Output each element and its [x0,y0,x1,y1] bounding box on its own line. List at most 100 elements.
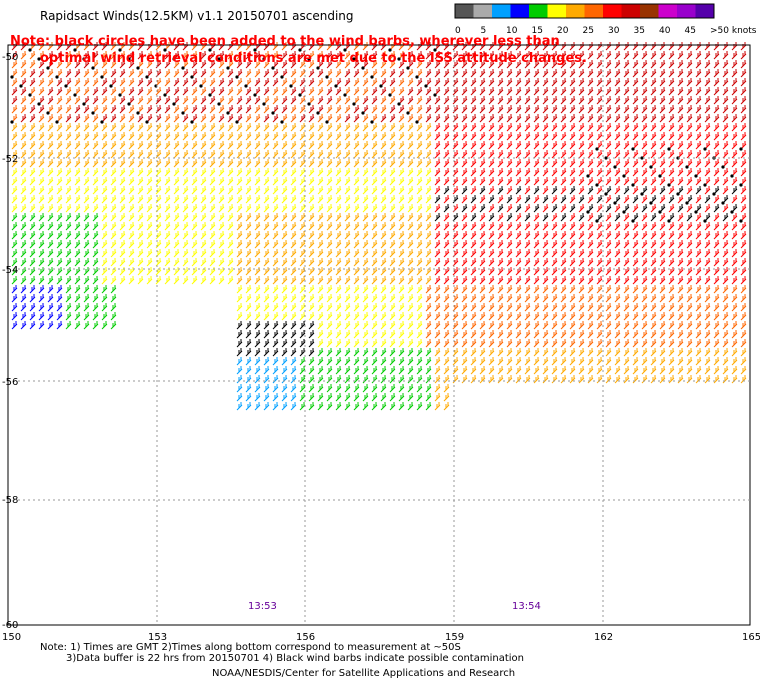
wind-barb [227,87,234,96]
wind-barb [353,168,360,177]
wind-barb [434,141,441,150]
wind-barb [344,375,351,384]
wind-barb [641,87,648,96]
wind-barb [317,240,324,249]
wind-barb [353,186,360,195]
wind-barb [641,222,648,231]
wind-barb [632,330,639,339]
wind-barb [434,195,441,204]
wind-barb [659,339,666,348]
wind-barb [119,78,126,87]
wind-barb [191,150,198,159]
wind-barb [506,312,513,321]
wind-barb [434,357,441,366]
wind-barb [704,312,711,321]
wind-barb [20,60,27,69]
wind-barb [407,357,414,366]
wind-barb [119,159,126,168]
wind-barb [434,105,441,114]
wind-barb [335,114,342,123]
wind-barb [488,168,495,177]
wind-barb [461,78,468,87]
wind-barb [407,249,414,258]
wind-barb [542,87,549,96]
wind-barb [614,105,621,114]
wind-barb [704,51,711,60]
wind-barb [605,249,612,258]
wind-barb [515,204,522,213]
wind-barb [47,294,54,303]
wind-barb [623,222,630,231]
legend-label: 30 [608,26,620,36]
wind-barb [470,222,477,231]
wind-barb [38,159,45,168]
wind-barb [56,60,63,69]
wind-barb [587,123,594,132]
wind-barb [425,303,432,312]
wind-barb [74,267,81,276]
wind-barb [614,87,621,96]
wind-barb [677,258,684,267]
wind-barb [551,114,558,123]
wind-barb [740,348,747,357]
wind-barb [497,78,504,87]
wind-barb [506,276,513,285]
wind-barb [434,60,441,69]
wind-barb [542,285,549,294]
wind-barb [506,366,513,375]
wind-barb [713,375,720,384]
wind-barb [263,141,270,150]
wind-barb [533,240,540,249]
wind-barb [740,240,747,249]
wind-barb [389,195,396,204]
wind-barb [515,105,522,114]
wind-barb [191,123,198,132]
wind-barb [371,402,378,411]
wind-barb [524,78,531,87]
wind-barb [722,87,729,96]
wind-barb [299,69,306,78]
wind-barb [722,114,729,123]
wind-barb [623,321,630,330]
wind-barb [704,240,711,249]
wind-barb [650,78,657,87]
wind-barb [245,177,252,186]
wind-barb [209,69,216,78]
wind-barb [443,258,450,267]
wind-barb [425,330,432,339]
wind-barb [623,249,630,258]
wind-barb [326,330,333,339]
wind-barb [434,150,441,159]
wind-barb [524,159,531,168]
wind-barb [74,123,81,132]
wind-barb [605,240,612,249]
wind-barb [263,249,270,258]
wind-barb [326,78,333,87]
contamination-dot [316,66,320,70]
wind-barb [65,303,72,312]
wind-barb [443,330,450,339]
wind-barb [227,78,234,87]
wind-barb [362,294,369,303]
wind-barb [263,69,270,78]
wind-barb [605,78,612,87]
wind-barb [659,249,666,258]
wind-barb [290,330,297,339]
wind-barb [461,51,468,60]
wind-barb [353,69,360,78]
wind-barb [434,213,441,222]
wind-barb [533,258,540,267]
wind-barb [209,78,216,87]
wind-barb [533,204,540,213]
wind-barb [587,42,594,51]
wind-barb [209,186,216,195]
wind-barb [92,186,99,195]
wind-barb [722,177,729,186]
wind-barb [731,96,738,105]
wind-barb [551,276,558,285]
wind-barb [614,213,621,222]
wind-barb [65,123,72,132]
wind-barb [380,105,387,114]
wind-barb [407,258,414,267]
wind-barb [209,96,216,105]
